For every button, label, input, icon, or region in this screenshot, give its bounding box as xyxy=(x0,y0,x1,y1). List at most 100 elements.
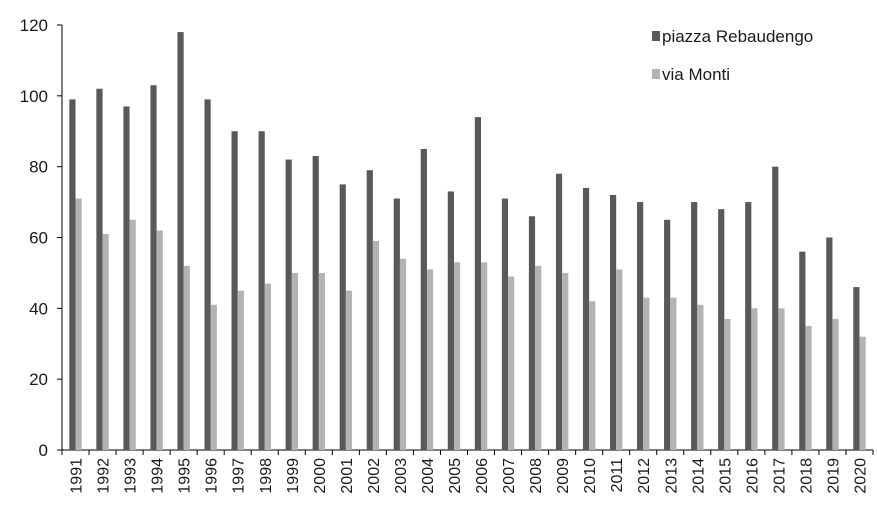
x-tick-label: 2000 xyxy=(312,458,329,494)
bar-via-monti-2001 xyxy=(345,290,353,451)
x-tick-label: 2011 xyxy=(609,458,626,493)
bar-piazza-rebaudengo-1999 xyxy=(285,159,292,450)
bar-piazza-rebaudengo-2007 xyxy=(501,198,509,450)
bar-piazza-rebaudengo-2010 xyxy=(582,187,590,451)
bar-via-monti-2014 xyxy=(697,304,704,450)
x-axis-ticks: 1991 1992 1993 1994 1995 1996 1997 1998 1999 2000… xyxy=(61,450,874,494)
bar-piazza-rebaudengo-2005 xyxy=(447,191,454,450)
y-tick-label: 60 xyxy=(29,229,48,248)
bar-piazza-rebaudengo-2003 xyxy=(393,198,400,450)
x-tick-label: 1992 xyxy=(96,458,113,494)
bar-piazza-rebaudengo-2008 xyxy=(528,216,536,450)
bar-piazza-rebaudengo-2014 xyxy=(691,202,698,450)
bar-piazza-rebaudengo-2002 xyxy=(366,170,373,450)
bar-piazza-rebaudengo-1995 xyxy=(177,32,184,450)
bar-piazza-rebaudengo-1997 xyxy=(231,131,238,450)
x-tick-label: 1993 xyxy=(123,458,140,494)
bar-via-monti-2018 xyxy=(805,326,812,450)
x-tick-label: 2016 xyxy=(744,458,761,494)
bar-via-monti-1999 xyxy=(291,272,298,450)
legend: piazza Rebaudengo via Monti xyxy=(652,27,813,84)
y-axis-ticks: 0 20 40 60 80 100 120 xyxy=(20,16,62,460)
x-tick-label: 2014 xyxy=(690,458,707,494)
bar-via-monti-2008 xyxy=(535,265,542,450)
x-tick-label: 1998 xyxy=(258,458,275,494)
bar-via-monti-2002 xyxy=(372,241,380,450)
bar-piazza-rebaudengo-2020 xyxy=(853,287,860,450)
bar-via-monti-2011 xyxy=(616,269,623,451)
y-tick-label: 40 xyxy=(29,299,48,318)
x-tick-label: 2003 xyxy=(393,458,410,494)
bar-piazza-rebaudengo-1996 xyxy=(204,99,211,451)
x-tick-label: 1995 xyxy=(177,458,194,494)
x-tick-label: 2009 xyxy=(555,458,572,494)
bar-piazza-rebaudengo-2015 xyxy=(718,209,725,450)
x-tick-label: 1991 xyxy=(69,458,86,494)
bar-via-monti-2017 xyxy=(778,308,785,450)
bar-piazza-rebaudengo-1992 xyxy=(96,88,103,450)
bar-via-monti-2000 xyxy=(318,272,326,450)
bar-via-monti-2007 xyxy=(508,276,515,450)
bar-piazza-rebaudengo-2001 xyxy=(339,184,346,451)
bar-piazza-rebaudengo-2017 xyxy=(772,166,779,451)
bar-via-monti-2020 xyxy=(859,336,866,450)
x-tick-label: 2008 xyxy=(528,458,545,494)
bar-piazza-rebaudengo-2009 xyxy=(555,173,563,450)
legend-swatch xyxy=(652,31,660,41)
bar-via-monti-2009 xyxy=(562,272,569,450)
legend-swatch xyxy=(652,69,660,79)
bar-via-monti-2012 xyxy=(643,297,650,450)
bar-via-monti-2004 xyxy=(426,269,434,451)
x-tick-label: 2002 xyxy=(366,458,383,494)
bar-via-monti-2006 xyxy=(481,262,488,450)
bar-piazza-rebaudengo-2019 xyxy=(826,237,833,450)
x-tick-label: 2015 xyxy=(717,458,734,494)
x-tick-label: 1999 xyxy=(285,458,302,494)
bar-piazza-rebaudengo-1998 xyxy=(258,131,265,450)
x-tick-label: 2020 xyxy=(852,458,869,494)
bar-piazza-rebaudengo-2004 xyxy=(420,148,427,450)
x-tick-label: 1997 xyxy=(231,458,248,494)
bar-via-monti-1994 xyxy=(156,230,163,450)
x-tick-label: 2006 xyxy=(474,458,491,494)
bar-via-monti-2019 xyxy=(832,318,839,450)
y-tick-label: 20 xyxy=(29,370,48,389)
bar-via-monti-2015 xyxy=(724,318,731,450)
bar-via-monti-1998 xyxy=(264,283,271,450)
bar-piazza-rebaudengo-2013 xyxy=(664,219,671,450)
bar-piazza-rebaudengo-2016 xyxy=(745,202,752,450)
x-tick-label: 2018 xyxy=(798,458,815,494)
x-tick-label: 2005 xyxy=(447,458,464,494)
bar-piazza-rebaudengo-2018 xyxy=(799,251,806,450)
bar-piazza-rebaudengo-2000 xyxy=(312,156,319,451)
bar-via-monti-2003 xyxy=(399,258,407,450)
bar-via-monti-1995 xyxy=(183,265,190,450)
bar-via-monti-1996 xyxy=(210,304,217,450)
bar-via-monti-2010 xyxy=(589,301,596,450)
x-tick-label: 2004 xyxy=(420,458,437,494)
bar-via-monti-2013 xyxy=(670,297,677,450)
x-tick-label: 2017 xyxy=(771,458,788,494)
bar-piazza-rebaudengo-1991 xyxy=(69,99,76,451)
x-tick-label: 2010 xyxy=(582,458,599,494)
x-tick-label: 2001 xyxy=(339,458,356,494)
bar-piazza-rebaudengo-2006 xyxy=(474,117,482,450)
bar-via-monti-1993 xyxy=(129,219,136,450)
x-tick-label: 2019 xyxy=(825,458,842,494)
x-tick-label: 2012 xyxy=(636,458,653,494)
bar-via-monti-2016 xyxy=(751,308,758,450)
bar-via-monti-1992 xyxy=(102,233,109,450)
y-tick-label: 120 xyxy=(20,16,48,35)
bar-via-monti-2005 xyxy=(453,262,461,450)
legend-label: via Monti xyxy=(662,65,730,84)
bar-via-monti-1997 xyxy=(237,290,244,451)
legend-label: piazza Rebaudengo xyxy=(662,27,813,46)
x-tick-label: 1994 xyxy=(150,458,167,494)
x-tick-label: 1996 xyxy=(204,458,221,494)
x-tick-label: 2013 xyxy=(663,458,680,494)
bar-via-monti-1991 xyxy=(75,198,82,450)
y-tick-label: 80 xyxy=(29,158,48,177)
bars xyxy=(69,32,866,451)
